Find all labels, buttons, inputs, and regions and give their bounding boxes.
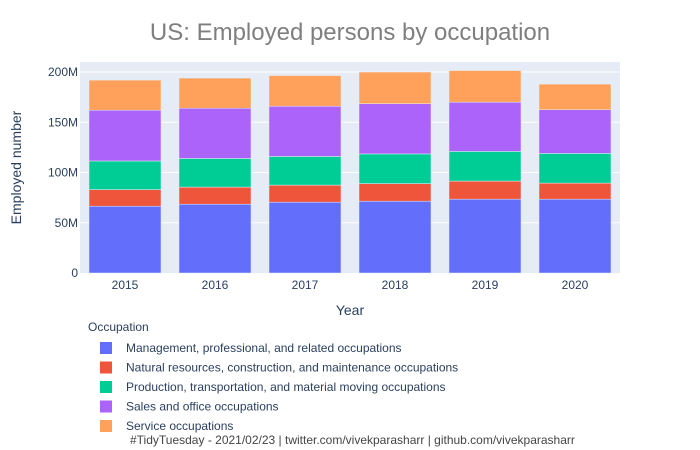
x-tick-label: 2019	[472, 278, 499, 292]
bar-segment-2016-1	[178, 186, 252, 205]
bar-segment-2020-3	[538, 109, 612, 154]
bar-segment-2018-3	[358, 103, 432, 155]
x-axis-ticks: 2015 2016 2017 2018 2019 2020	[112, 278, 589, 292]
legend-swatch	[100, 420, 112, 432]
legend: Management, professional, and related oc…	[100, 341, 458, 433]
bar-segment-2016-3	[178, 107, 252, 159]
bar-segment-2017-3	[268, 105, 342, 157]
legend-item-label: Natural resources, construction, and mai…	[126, 361, 458, 375]
x-tick-label: 2020	[562, 278, 589, 292]
bar-segment-2020-0	[538, 198, 612, 274]
bar-segment-2016-2	[178, 158, 252, 188]
y-tick-label: 200M	[48, 65, 78, 79]
bar-segment-2018-0	[358, 200, 432, 274]
caption: #TidyTuesday - 2021/02/23 | twitter.com/…	[130, 433, 575, 447]
bar-segment-2019-2	[448, 151, 522, 182]
bar-segment-2020-1	[538, 182, 612, 200]
legend-item-label: Production, transportation, and material…	[126, 380, 446, 394]
bar-segment-2017-0	[268, 201, 342, 274]
y-tick-label: 100M	[48, 166, 78, 180]
bar-segment-2015-1	[88, 189, 162, 207]
bar-segment-2018-2	[358, 153, 432, 184]
bar-segment-2020-4	[538, 83, 612, 110]
bar-segment-2019-0	[448, 198, 522, 274]
bar-segment-2017-1	[268, 184, 342, 203]
bar-segment-2019-1	[448, 180, 522, 200]
bar-segment-2020-2	[538, 153, 612, 184]
bar-segment-2019-3	[448, 101, 522, 152]
bar-segment-2016-4	[178, 77, 252, 109]
bar-segment-2015-4	[88, 79, 162, 111]
legend-item-label: Management, professional, and related oc…	[126, 341, 402, 355]
y-tick-label: 0	[71, 266, 78, 280]
legend-swatch	[100, 400, 112, 413]
bar-segment-2015-0	[88, 205, 162, 274]
x-tick-label: 2017	[292, 278, 319, 292]
bar-stack	[88, 70, 612, 274]
bar-segment-2016-0	[178, 203, 252, 274]
gridlines	[80, 71, 620, 224]
legend-swatch	[100, 361, 112, 374]
x-tick-label: 2015	[112, 278, 139, 292]
bar-segment-2017-2	[268, 156, 342, 186]
legend-item-label: Service occupations	[126, 419, 233, 433]
plot-background	[80, 62, 620, 273]
x-tick-label: 2018	[382, 278, 409, 292]
bar-segment-2017-4	[268, 75, 342, 107]
y-axis-ticks: 0 50M 100M 150M 200M	[48, 65, 78, 280]
bar-segment-2019-4	[448, 70, 522, 103]
bar-segment-2018-4	[358, 71, 432, 104]
y-tick-label: 150M	[48, 115, 78, 129]
y-axis-title: Employed number	[8, 110, 24, 224]
legend-swatch	[100, 342, 112, 354]
x-tick-label: 2016	[202, 278, 229, 292]
x-axis-title: Year	[336, 302, 365, 318]
legend-item-label: Sales and office occupations	[126, 400, 279, 414]
legend-title: Occupation	[88, 320, 149, 334]
legend-swatch	[100, 381, 112, 393]
bar-segment-2015-3	[88, 109, 162, 162]
bar-segment-2018-1	[358, 183, 432, 202]
bar-segment-2015-2	[88, 160, 162, 190]
y-tick-label: 50M	[55, 216, 78, 230]
chart-title: US: Employed persons by occupation	[150, 19, 550, 46]
